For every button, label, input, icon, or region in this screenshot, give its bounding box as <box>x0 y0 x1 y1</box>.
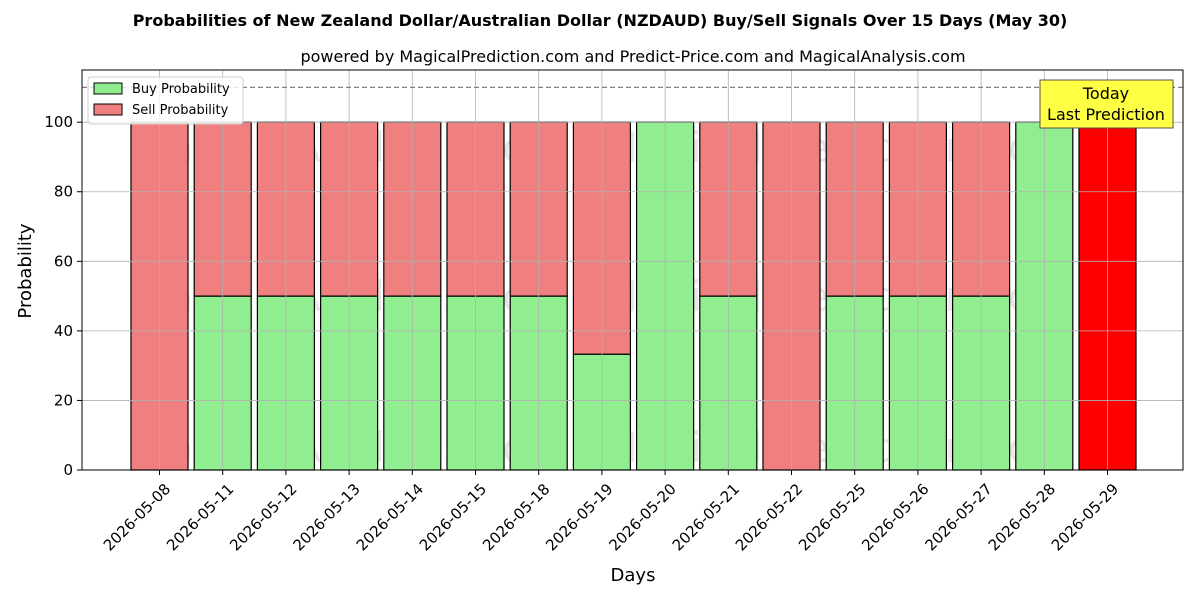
legend-label: Sell Probability <box>132 103 229 118</box>
x-tick-label: 2026-05-22 <box>732 480 806 554</box>
x-axis-label: Days <box>611 565 656 586</box>
legend-swatch <box>93 103 123 116</box>
x-tick-label: 2026-05-19 <box>542 480 616 554</box>
y-axis-label: Probability <box>15 223 36 318</box>
y-tick-label: 100 <box>44 113 73 131</box>
legend-label: Buy Probability <box>132 82 230 97</box>
x-tick-label: 2026-05-18 <box>479 480 553 554</box>
legend-box <box>87 76 244 125</box>
x-tick-label: 2026-05-13 <box>289 480 363 554</box>
x-tick-label: 2026-05-29 <box>1048 480 1122 554</box>
chart-subtitle: powered by MagicalPrediction.com and Pre… <box>300 47 965 66</box>
annotation-text: Today <box>1082 84 1129 103</box>
x-tick-label: 2026-05-21 <box>669 480 743 554</box>
plot-area: MagicalAnalysis.comMagicalPrediction.com… <box>44 69 1184 554</box>
y-tick-label: 0 <box>63 461 73 479</box>
plot-frame <box>81 69 1184 471</box>
x-tick-label: 2026-05-15 <box>416 480 490 554</box>
y-tick-label: 80 <box>54 183 73 201</box>
x-tick-label: 2026-05-28 <box>985 480 1059 554</box>
x-tick-label: 2026-05-25 <box>795 480 869 554</box>
x-tick-label: 2026-05-20 <box>605 480 679 554</box>
x-tick-label: 2026-05-27 <box>921 480 995 554</box>
annotation-text: Last Prediction <box>1047 105 1165 124</box>
x-tick-label: 2026-05-11 <box>163 480 237 554</box>
x-tick-label: 2026-05-14 <box>353 480 427 554</box>
x-tick-label: 2026-05-12 <box>226 480 300 554</box>
y-tick-label: 40 <box>54 322 73 340</box>
x-tick-label: 2026-05-26 <box>858 480 932 554</box>
y-tick-label: 60 <box>54 252 73 270</box>
y-tick-label: 20 <box>54 391 73 409</box>
legend-swatch <box>93 82 123 95</box>
x-tick-label: 2026-05-08 <box>100 480 174 554</box>
annotation-box <box>1039 79 1174 129</box>
chart-title: Probabilities of New Zealand Dollar/Aust… <box>133 11 1068 30</box>
